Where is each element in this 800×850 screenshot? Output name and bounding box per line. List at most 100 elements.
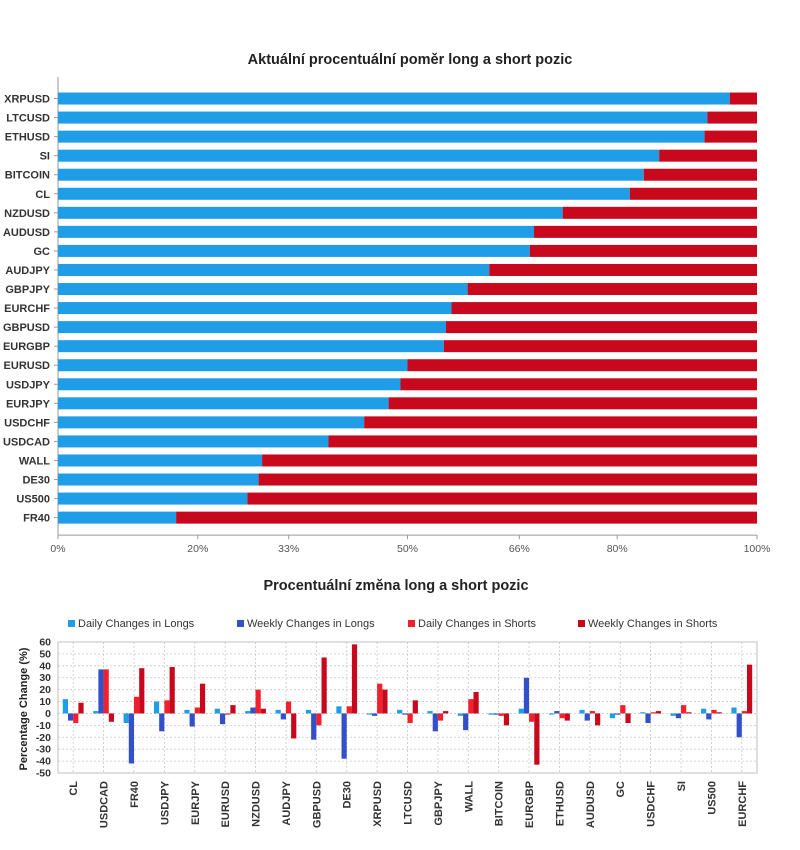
bar-eurchf-series-3 xyxy=(741,711,748,714)
bar-ethusd-series-2 xyxy=(554,711,560,714)
chart2-category-label: USDJPY xyxy=(159,780,171,825)
legend-label: Weekly Changes in Shorts xyxy=(588,618,718,630)
bar-de30-series-2 xyxy=(341,713,347,759)
bar-xrpusd-series-4 xyxy=(382,689,388,714)
chart1-x-tick-label: 80% xyxy=(607,543,628,555)
chart2-category-label: EURCHF xyxy=(737,781,749,827)
bar-cl-series-2 xyxy=(67,713,74,721)
short-bar-cl xyxy=(629,187,757,200)
bar-usdchf-series-4 xyxy=(655,711,662,714)
chart2-y-tick-label: 10 xyxy=(39,696,51,708)
bar-eurgbp-series-3 xyxy=(529,713,535,722)
long-bar-gc xyxy=(58,244,530,257)
chart1-x-tick-label: 50% xyxy=(397,543,418,555)
bar-fr40-series-2 xyxy=(128,713,134,764)
long-short-ratio-chart: Aktuální procentuální poměr long a short… xyxy=(3,52,770,555)
bar-gc-series-2 xyxy=(615,713,621,715)
chart2-y-tick-label: 30 xyxy=(39,672,51,684)
bar-nzdusd-series-3 xyxy=(255,689,261,714)
short-bar-ethusd xyxy=(704,130,757,143)
bar-usdjpy-series-4 xyxy=(169,667,175,714)
chart2-category-label: EURUSD xyxy=(220,781,232,828)
long-bar-eurusd xyxy=(58,359,408,372)
chart2-category-label: EURGBP xyxy=(524,781,536,828)
chart2-legend: Daily Changes in Longs Weekly Changes in … xyxy=(68,618,718,630)
chart2-y-tick-label: -30 xyxy=(36,744,51,756)
bar-wall-series-1 xyxy=(457,713,464,716)
legend-label: Weekly Changes in Longs xyxy=(247,618,375,630)
short-bar-eurusd xyxy=(407,359,757,372)
chart1-category-label: EURCHF xyxy=(4,303,50,315)
bar-xrpusd-series-3 xyxy=(377,683,383,714)
short-bar-xrpusd xyxy=(729,92,757,105)
bar-us500-series-1 xyxy=(701,708,707,714)
bar-usdchf-series-1 xyxy=(640,712,646,714)
short-bar-bitcoin xyxy=(643,168,757,181)
bar-usdjpy-series-1 xyxy=(153,701,160,714)
chart1-category-label: USDCAD xyxy=(3,436,50,448)
bar-ethusd-series-3 xyxy=(559,713,565,719)
legend-swatch xyxy=(237,620,244,627)
long-bar-gbpusd xyxy=(58,321,446,334)
bar-gbpusd-series-2 xyxy=(311,713,317,740)
chart2-category-label: DE30 xyxy=(342,781,354,809)
chart2-y-tick-label: -40 xyxy=(36,756,51,768)
long-bar-us500 xyxy=(58,492,248,505)
bar-eurusd-series-4 xyxy=(230,705,236,714)
chart1-x-tick-label: 66% xyxy=(509,543,530,555)
chart1-category-label: US500 xyxy=(16,494,50,506)
bar-eurchf-series-4 xyxy=(747,664,753,714)
long-bar-nzdusd xyxy=(58,206,563,219)
short-bar-gbpusd xyxy=(445,321,757,334)
bar-gc-series-3 xyxy=(620,705,626,714)
chart1-category-label: ETHUSD xyxy=(5,132,50,144)
bar-gbpusd-series-3 xyxy=(316,713,322,726)
bar-wall-series-2 xyxy=(463,713,469,731)
bar-usdcad-series-2 xyxy=(98,669,104,714)
long-bar-ltcusd xyxy=(58,111,708,124)
chart1-category-label: FR40 xyxy=(23,513,50,525)
bar-audjpy-series-3 xyxy=(285,701,292,714)
long-bar-wall xyxy=(58,454,263,467)
bar-si-series-4 xyxy=(686,712,692,714)
short-bar-eurjpy xyxy=(388,397,757,410)
bar-eurusd-series-2 xyxy=(219,713,226,725)
chart2-y-tick-label: 0 xyxy=(45,708,51,720)
bar-ltcusd-series-3 xyxy=(407,713,413,723)
bar-de30-series-4 xyxy=(351,644,358,714)
chart2-category-label: FR40 xyxy=(129,781,141,808)
bar-si-series-3 xyxy=(681,705,687,714)
chart2-y-axis-label: Percentage Change (%) xyxy=(18,647,30,770)
long-bar-usdjpy xyxy=(58,378,401,391)
chart2-y-tick-label: -50 xyxy=(36,768,51,780)
bar-eurchf-series-1 xyxy=(731,707,737,714)
chart1-x-tick-label: 0% xyxy=(50,543,65,555)
bar-ltcusd-series-2 xyxy=(402,713,408,715)
bar-usdcad-series-3 xyxy=(103,669,109,714)
bar-usdchf-series-3 xyxy=(650,712,656,714)
legend-swatch xyxy=(578,620,585,627)
bar-usdjpy-series-3 xyxy=(164,700,170,714)
bar-eurjpy-series-4 xyxy=(199,683,206,714)
long-bar-cl xyxy=(58,187,630,200)
bar-usdchf-series-2 xyxy=(645,713,651,723)
long-bar-eurjpy xyxy=(58,397,389,410)
chart1-category-label: GBPJPY xyxy=(5,284,50,296)
bar-eurgbp-series-1 xyxy=(518,708,524,714)
short-bar-eurchf xyxy=(451,302,757,315)
bar-bitcoin-series-3 xyxy=(498,713,504,716)
short-bar-nzdusd xyxy=(562,206,757,219)
bar-usdjpy-series-2 xyxy=(159,713,165,732)
bar-de30-series-3 xyxy=(346,706,352,714)
bar-audusd-series-4 xyxy=(595,713,601,726)
bar-eurgbp-series-2 xyxy=(523,677,530,714)
bar-ethusd-series-4 xyxy=(564,713,570,721)
short-bar-wall xyxy=(262,454,757,467)
short-bar-audusd xyxy=(534,225,757,238)
chart1-x-tick-label: 33% xyxy=(278,543,299,555)
bar-audjpy-series-2 xyxy=(280,713,286,720)
bar-nzdusd-series-2 xyxy=(250,707,256,714)
bar-gc-series-4 xyxy=(625,713,631,723)
chart1-category-label: CL xyxy=(35,189,50,201)
chart2-category-label: US500 xyxy=(706,781,718,815)
